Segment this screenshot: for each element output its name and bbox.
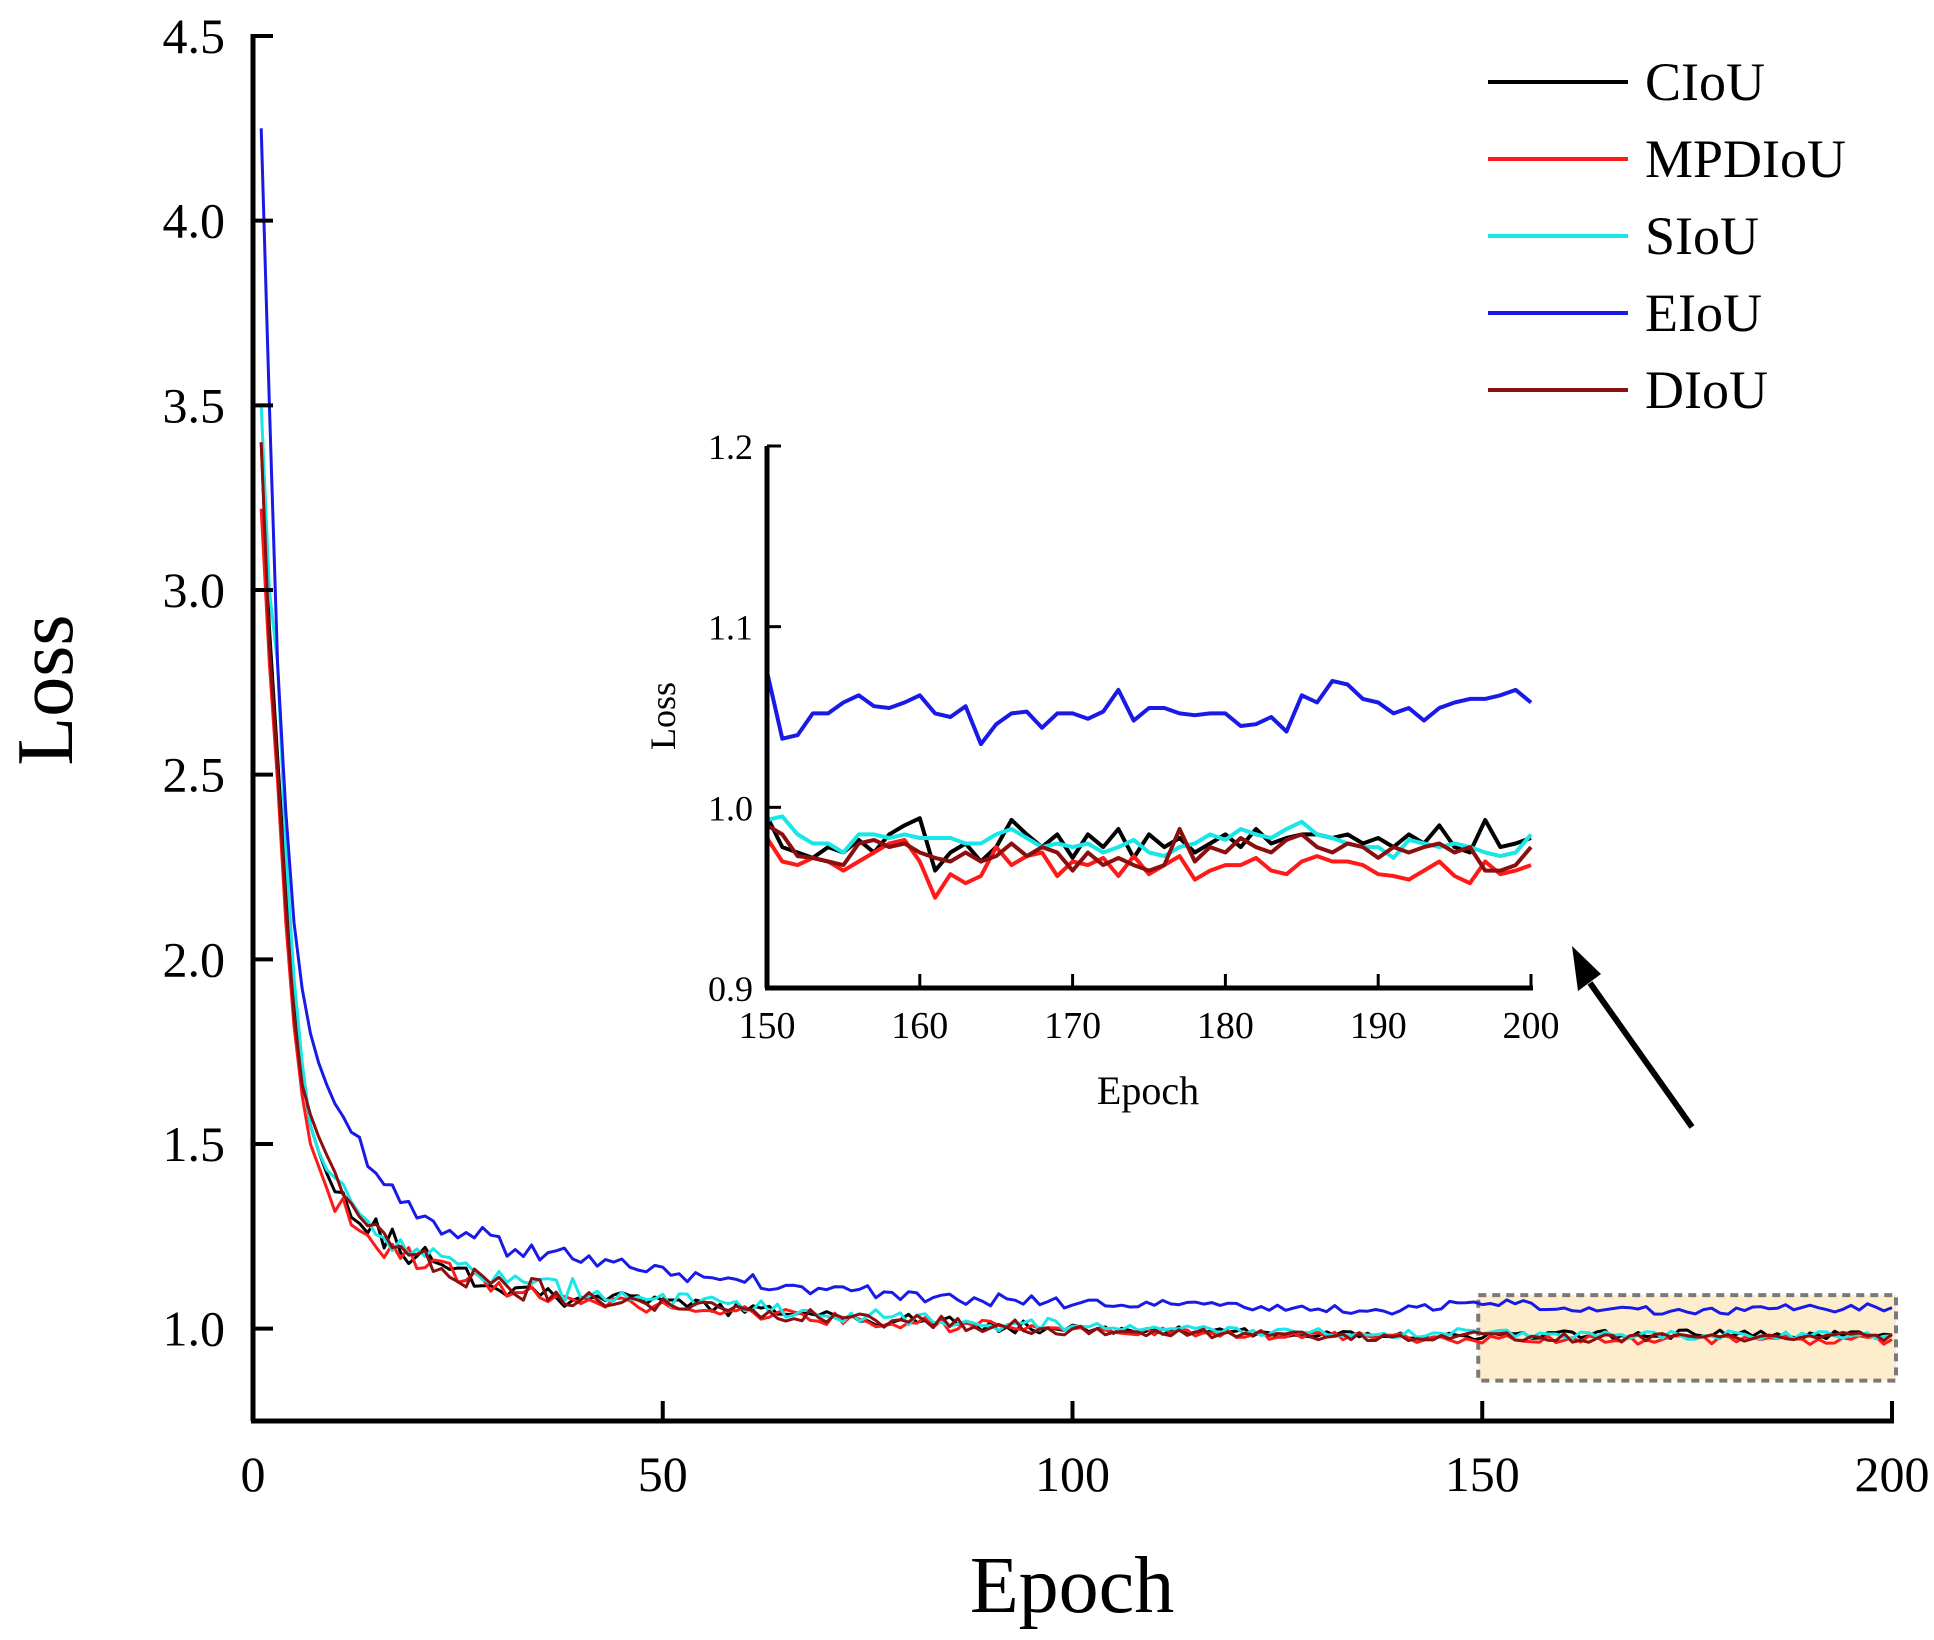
main-y-tick-label: 4.5 bbox=[163, 8, 226, 64]
inset-axes-group: 150 160 170 180 190 200 0.9 1.0 1.1 1.2 bbox=[708, 427, 1560, 1047]
inset-series-group bbox=[765, 671, 1533, 900]
main-y-tick-label: 2.0 bbox=[163, 931, 226, 987]
main-y-tick-label: 4.0 bbox=[163, 193, 226, 249]
inset-y-axis-title: Loss bbox=[643, 682, 683, 750]
inset-x-tick-label: 160 bbox=[891, 1005, 948, 1047]
legend-label-siou: SIoU bbox=[1645, 206, 1759, 266]
inset-x-tick-label: 170 bbox=[1044, 1005, 1101, 1047]
zoom-arrow-shaft bbox=[1587, 981, 1695, 1129]
legend-label-ciou: CIoU bbox=[1645, 52, 1765, 112]
inset-series-line-siou bbox=[766, 814, 1533, 860]
legend-label-eiou: EIoU bbox=[1645, 283, 1762, 343]
inset-y-tick-label: 1.0 bbox=[708, 788, 753, 828]
zoom-arrow bbox=[1572, 946, 1695, 1129]
main-y-tick-label: 2.5 bbox=[163, 747, 226, 803]
main-series-group bbox=[259, 128, 1893, 1346]
inset-x-tick-label: 180 bbox=[1197, 1005, 1254, 1047]
main-series-line-diou bbox=[259, 442, 1893, 1344]
legend: CIoU MPDIoU SIoU EIoU DIoU bbox=[1488, 52, 1846, 420]
inset-x-tick-label: 150 bbox=[739, 1005, 796, 1047]
main-series-line-eiou bbox=[259, 128, 1893, 1316]
main-x-tick-label: 150 bbox=[1445, 1446, 1520, 1502]
inset-x-tick-label: 190 bbox=[1350, 1005, 1407, 1047]
inset-series-line-ciou bbox=[765, 815, 1532, 873]
main-x-axis-title: Epoch bbox=[970, 1542, 1174, 1630]
main-y-tick-label: 3.5 bbox=[163, 377, 226, 433]
main-axes-group: 0 50 100 150 200 1.0 1.5 2.0 2.5 3.0 3.5 4.0 4.5 bbox=[163, 8, 1930, 1502]
inset-y-tick-label: 1.1 bbox=[708, 608, 753, 648]
inset-y-tick-label: 0.9 bbox=[708, 969, 753, 1009]
main-y-tick-label: 1.5 bbox=[163, 1116, 226, 1172]
zoom-arrow-head bbox=[1572, 946, 1601, 991]
inset-series-line-mpdiou bbox=[765, 836, 1532, 900]
main-x-tick-label: 100 bbox=[1035, 1446, 1110, 1502]
legend-label-diou: DIoU bbox=[1645, 360, 1768, 420]
main-x-tick-label: 200 bbox=[1855, 1446, 1930, 1502]
inset-x-tick-label: 200 bbox=[1503, 1005, 1560, 1047]
main-x-tick-label: 50 bbox=[638, 1446, 688, 1502]
main-y-tick-label: 3.0 bbox=[163, 562, 226, 618]
main-y-axis-title: Loss bbox=[2, 614, 90, 765]
inset-series-line-diou bbox=[765, 823, 1533, 873]
main-y-tick-label: 1.0 bbox=[163, 1301, 226, 1357]
inset-series-line-eiou bbox=[765, 671, 1533, 747]
main-x-tick-label: 0 bbox=[241, 1446, 266, 1502]
legend-label-mpdiou: MPDIoU bbox=[1645, 129, 1846, 189]
inset-x-axis-title: Epoch bbox=[1097, 1068, 1199, 1113]
inset-y-tick-label: 1.2 bbox=[708, 427, 753, 467]
